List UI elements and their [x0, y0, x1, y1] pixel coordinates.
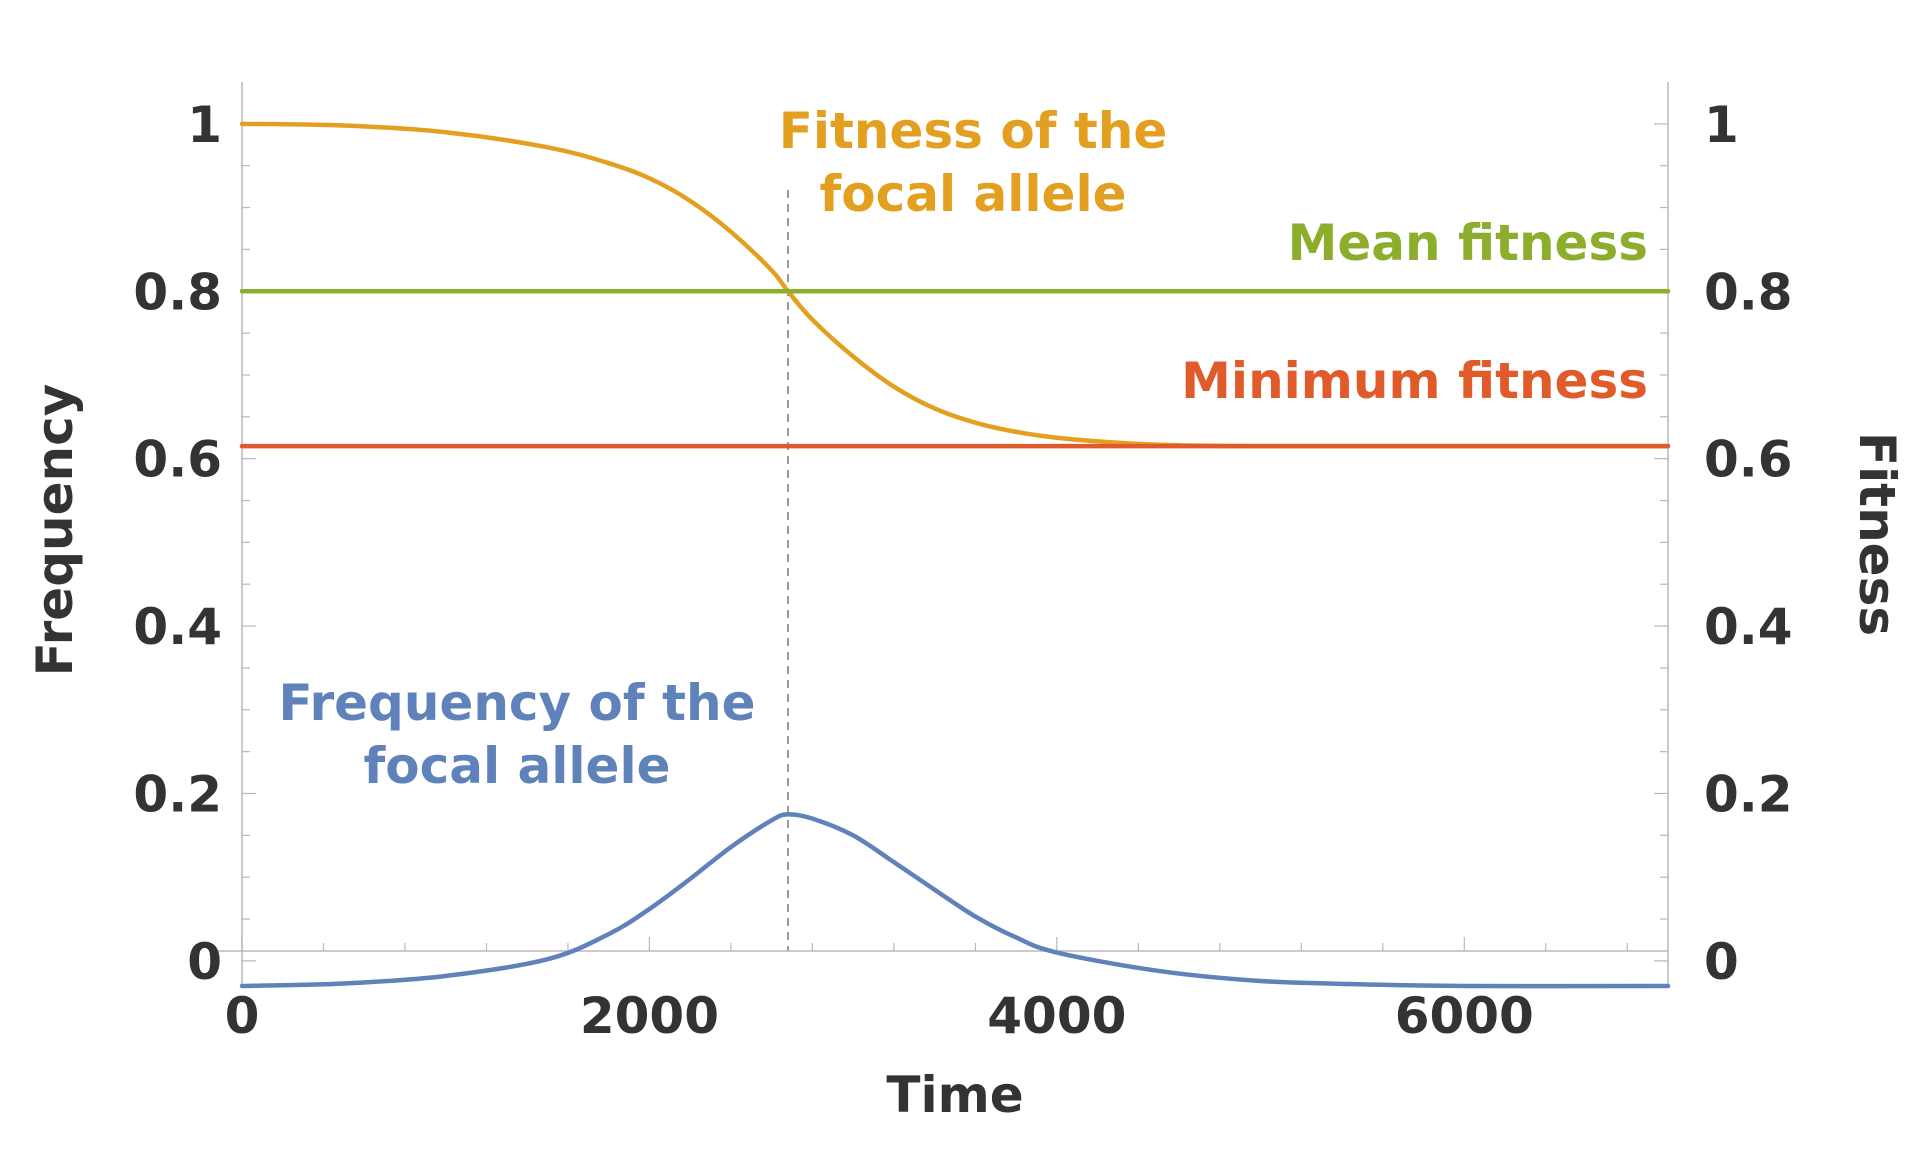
right-y-tick-label: 0 [1704, 933, 1739, 991]
axes: 0 2000 4000 6000 0 0.2 0.4 0.6 0.8 1 0 0.2 0.4 0.6 0.8… [26, 82, 1906, 1124]
right-y-tick-label: 0.2 [1704, 765, 1793, 823]
fitness-focal-label: focal allele [819, 165, 1126, 223]
mean-fitness-label: Mean fitness [1288, 214, 1648, 272]
left-y-tick-label: 0.2 [133, 765, 222, 823]
series-layer [239, 121, 1671, 989]
left-y-axis-title: Frequency [26, 384, 84, 677]
left-y-tick-label: 0.6 [133, 431, 222, 489]
right-y-axis-title: Fitness [1848, 432, 1906, 636]
minimum-fitness-label: Minimum fitness [1181, 352, 1648, 410]
right-y-tick-label: 0.8 [1704, 263, 1793, 321]
x-tick-label: 4000 [987, 987, 1126, 1045]
x-tick-label: 2000 [580, 987, 719, 1045]
fitness-focal-label: Fitness of the [779, 102, 1168, 160]
x-tick-label: 0 [225, 987, 260, 1045]
right-y-tick-label: 1 [1704, 96, 1739, 154]
x-tick-label: 6000 [1395, 987, 1534, 1045]
right-y-tick-label: 0.4 [1704, 598, 1793, 656]
frequency-focal-label: Frequency of the [279, 674, 756, 732]
left-y-tick-label: 0.8 [133, 263, 222, 321]
left-y-tick-label: 1 [187, 96, 222, 154]
right-y-tick-label: 0.6 [1704, 431, 1793, 489]
frequency-focal-line [239, 812, 1671, 989]
frequency-focal-label: focal allele [363, 737, 670, 795]
left-y-tick-label: 0.4 [133, 598, 222, 656]
x-axis-title: Time [886, 1066, 1023, 1124]
left-y-tick-label: 0 [187, 933, 222, 991]
